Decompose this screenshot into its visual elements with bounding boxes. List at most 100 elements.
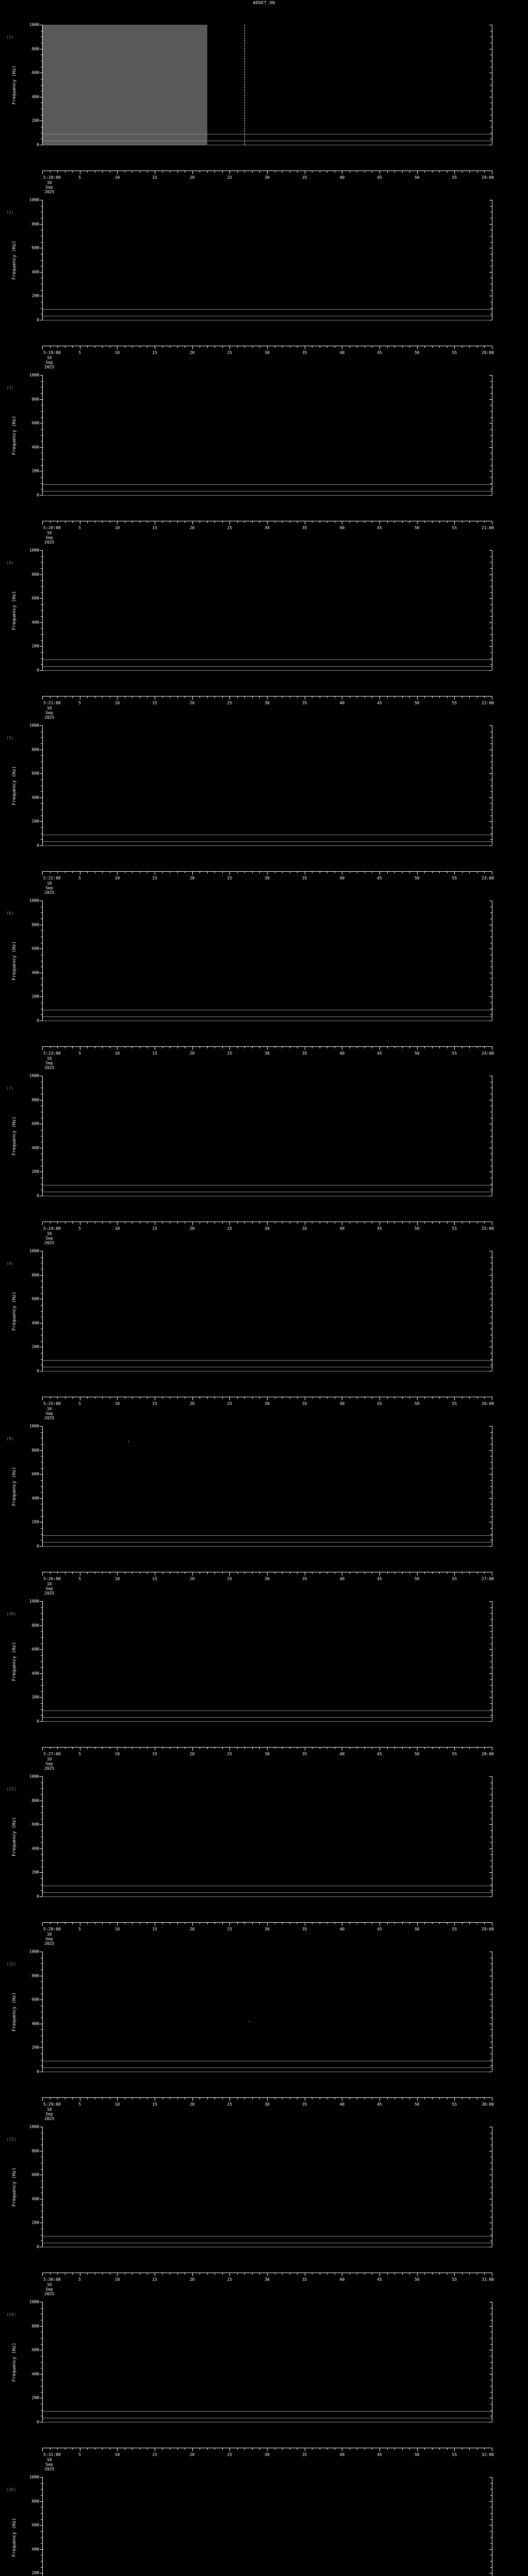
y-tick-major-right bbox=[489, 1721, 492, 1722]
x-axis-start-label: 5:31:00 bbox=[43, 2452, 61, 2457]
y-tick-minor bbox=[41, 628, 42, 629]
plot-area bbox=[42, 1251, 492, 1371]
x-axis bbox=[42, 696, 492, 700]
x-tick-label: 40 bbox=[339, 175, 345, 180]
y-tick-label: 1000 bbox=[29, 1248, 39, 1253]
y-axis bbox=[40, 1076, 43, 1196]
y-tick-minor bbox=[41, 1667, 42, 1668]
x-tick-minor bbox=[177, 521, 178, 523]
x-tick-minor bbox=[252, 2097, 253, 2099]
y-tick-major bbox=[40, 1426, 42, 1427]
x-tick-minor bbox=[439, 2097, 440, 2099]
x-tick-minor bbox=[297, 1046, 298, 1048]
x-tick-minor bbox=[447, 171, 448, 173]
x-axis-start-label: 5:18:00 bbox=[43, 175, 61, 180]
x-tick-label: 35 bbox=[302, 1577, 307, 1581]
y-tick-major bbox=[40, 598, 42, 599]
y-tick-label: 0 bbox=[37, 1894, 39, 1899]
y-tick-major bbox=[40, 773, 42, 774]
x-tick-minor bbox=[439, 696, 440, 698]
x-tick-minor bbox=[461, 871, 463, 873]
x-tick-minor bbox=[252, 1747, 253, 1749]
x-tick-minor bbox=[252, 2448, 253, 2450]
x-tick-label: 40 bbox=[339, 1927, 345, 1931]
y-tick-minor-right bbox=[490, 1878, 492, 1879]
y-tick-minor-right bbox=[490, 755, 492, 756]
x-tick-minor bbox=[222, 1397, 223, 1399]
y-tick-minor-right bbox=[490, 206, 492, 207]
y-tick-major-right bbox=[489, 646, 492, 647]
x-tick-minor bbox=[409, 1572, 410, 1574]
y-tick-minor-right bbox=[490, 2029, 492, 2030]
y-tick-minor bbox=[41, 1788, 42, 1789]
y-tick-major bbox=[40, 2374, 42, 2375]
band-line bbox=[42, 1541, 492, 1543]
x-tick-label: 55 bbox=[452, 701, 457, 705]
x-tick-minor bbox=[484, 1397, 485, 1399]
date-month: Sep bbox=[45, 2287, 53, 2292]
x-tick-minor bbox=[259, 1747, 260, 1749]
x-tick-minor bbox=[237, 171, 238, 173]
y-tick-minor-right bbox=[490, 465, 492, 466]
x-tick-minor bbox=[72, 1922, 73, 1924]
y-tick-minor bbox=[41, 652, 42, 653]
x-tick-label: 55 bbox=[452, 1752, 457, 1756]
y-tick-minor-right bbox=[490, 809, 492, 810]
x-tick-minor bbox=[297, 171, 298, 173]
x-tick-minor bbox=[282, 346, 283, 348]
y-tick-minor-right bbox=[490, 381, 492, 382]
x-tick-major bbox=[42, 871, 43, 875]
date-month: Sep bbox=[45, 1937, 53, 1941]
date-year: 2025 bbox=[44, 890, 55, 895]
y-tick-minor-right bbox=[490, 308, 492, 309]
y-tick-major bbox=[40, 2326, 42, 2327]
y-tick-label: 0 bbox=[37, 317, 39, 323]
x-tick-minor bbox=[87, 696, 88, 698]
x-tick-label: 25 bbox=[227, 1226, 233, 1231]
y-tick-minor bbox=[41, 2308, 42, 2309]
x-axis-end-label: 26:00 bbox=[481, 1401, 494, 1406]
y-tick-major-right bbox=[489, 1776, 492, 1777]
y-tick-major bbox=[40, 2501, 42, 2502]
x-tick-minor bbox=[222, 2273, 223, 2275]
y-tick-label: 400 bbox=[31, 2371, 39, 2377]
x-tick-label: 50 bbox=[414, 1752, 420, 1756]
y-tick-minor bbox=[41, 634, 42, 635]
x-tick-major bbox=[42, 171, 43, 174]
x-tick-label: 40 bbox=[339, 2452, 345, 2457]
y-tick-minor-right bbox=[490, 2362, 492, 2363]
y-tick-major-right bbox=[489, 1275, 492, 1276]
x-tick-major bbox=[42, 2448, 43, 2451]
y-tick-label: 200 bbox=[31, 994, 39, 999]
x-tick-major bbox=[192, 1046, 193, 1050]
x-tick-minor bbox=[461, 2273, 463, 2275]
x-tick-minor bbox=[282, 521, 283, 523]
y-tick-label: 200 bbox=[31, 1870, 39, 1875]
x-tick-minor bbox=[162, 871, 163, 873]
x-tick-major bbox=[267, 346, 268, 349]
x-tick-minor bbox=[207, 521, 208, 523]
x-tick-major bbox=[229, 171, 230, 174]
x-tick-minor bbox=[469, 521, 470, 523]
x-tick-minor bbox=[402, 521, 403, 523]
y-tick-minor bbox=[41, 1359, 42, 1360]
x-tick-minor bbox=[102, 696, 103, 698]
y-tick-major-right bbox=[489, 773, 492, 774]
y-tick-minor bbox=[41, 1510, 42, 1511]
y-axis-title-text: Frequency (Hz) bbox=[12, 2167, 18, 2207]
x-axis-date-stack: 10 Sep 2025 bbox=[44, 2282, 54, 2296]
x-tick-label: 50 bbox=[414, 175, 420, 180]
y-axis-title: Frequency (Hz) bbox=[11, 1251, 18, 1371]
x-tick-minor bbox=[297, 346, 298, 348]
x-tick-label: 55 bbox=[452, 175, 457, 180]
x-tick-minor bbox=[469, 1046, 470, 1048]
y-tick-label: 800 bbox=[31, 1623, 39, 1628]
x-tick-minor bbox=[237, 2448, 238, 2450]
x-tick-minor bbox=[50, 1572, 51, 1574]
x-tick-minor bbox=[282, 1747, 283, 1749]
y-tick-major-right bbox=[489, 1601, 492, 1602]
y-tick-minor bbox=[41, 809, 42, 810]
x-tick-minor bbox=[297, 1922, 298, 1924]
x-tick-minor bbox=[214, 1572, 216, 1574]
y-tick-label: 400 bbox=[31, 94, 39, 99]
